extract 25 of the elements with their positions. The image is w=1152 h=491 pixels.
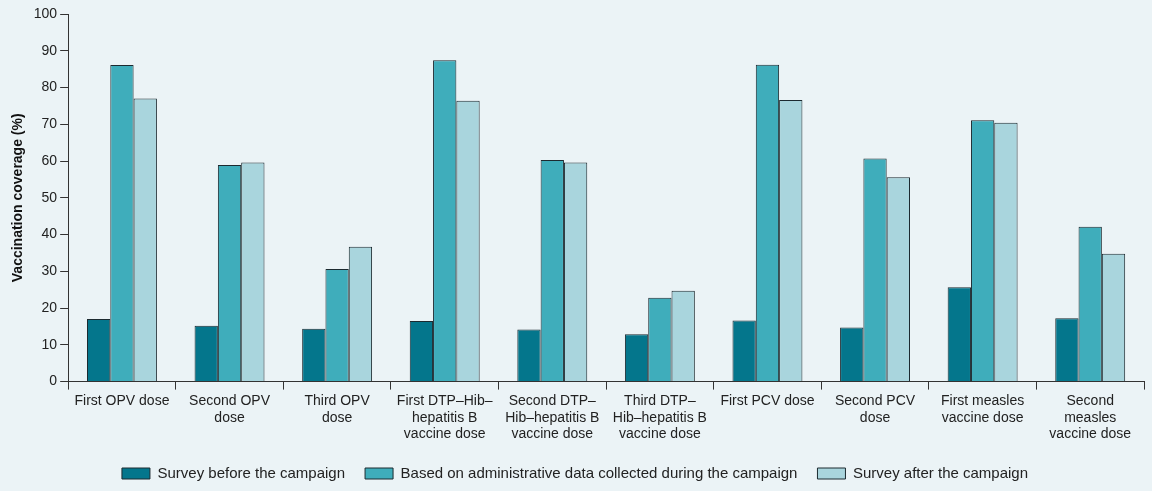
x-tick-label: First PCV dose [720,391,815,408]
legend-label: Survey before the campaign [157,463,346,481]
y-tick-label: 80 [41,78,58,95]
legend-label: Survey after the campaign [852,463,1029,481]
y-tick-label: 90 [41,41,58,58]
y-tick-label: 70 [41,115,58,132]
y-tick-label: 100 [33,4,58,21]
x-tick-label: Third OPV dose [304,391,371,425]
y-axis-title: Vaccination coverage (%) [9,113,26,283]
x-tick-label: First DTP–Hib–hepatitis B vaccine dose [396,391,493,442]
x-tick-label: Second DTP–Hib–hepatitis B vaccine dose [505,391,600,442]
x-tick-label: First OPV dose [74,391,170,408]
y-tick-label: 50 [41,188,58,205]
x-tick-label: Second OPV dose [189,391,271,425]
legend-label: Based on administrative data collected during the campaign [400,463,798,481]
x-tick-label: Second measles vaccine dose [1049,391,1132,442]
y-tick-label: 30 [41,262,58,279]
y-tick-label: 0 [49,372,58,389]
x-tick-label: First measles vaccine dose [941,391,1025,425]
y-tick-label: 60 [41,151,58,168]
y-tick-label: 40 [41,225,58,242]
y-tick-label: 20 [41,298,58,315]
x-tick-label: Second PCV dose [834,391,916,425]
y-tick-label: 10 [41,335,58,352]
x-tick-label: Third DTP–Hib–hepatitis B vaccine dose [612,391,707,442]
